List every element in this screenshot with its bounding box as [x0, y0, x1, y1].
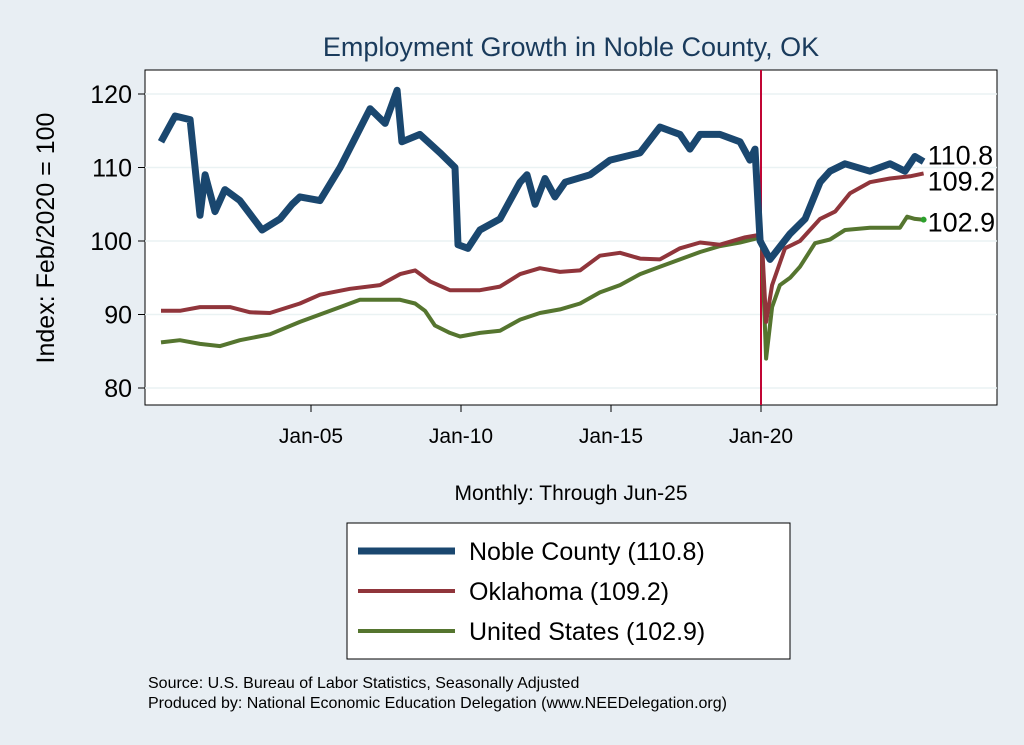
- y-tick-label: 110: [92, 155, 132, 183]
- series-line-2: [160, 214, 924, 361]
- y-tick-label: 100: [90, 228, 132, 256]
- chart-title: Employment Growth in Noble County, OK: [323, 32, 819, 62]
- y-axis-label: Index: Feb/2020 = 100: [32, 113, 60, 364]
- series-line-1: [161, 171, 925, 324]
- legend: [346, 522, 791, 660]
- legend-label: Oklahoma (109.2): [469, 578, 669, 606]
- y-tick-label: 120: [90, 81, 132, 109]
- y-tick-label: 90: [104, 302, 132, 330]
- series-end-label: 109.2: [928, 166, 996, 196]
- x-axis-label: Monthly: Through Jun-25: [454, 482, 687, 505]
- series-end-label: 110.8: [928, 141, 994, 171]
- source-note: Source: U.S. Bureau of Labor Statistics,…: [148, 675, 579, 692]
- plot-area: [144, 69, 998, 406]
- x-tick-label: Jan-15: [579, 425, 643, 448]
- series-end-label: 102.9: [928, 208, 996, 238]
- legend-label: Noble County (110.8): [469, 538, 705, 566]
- x-tick-label: Jan-05: [279, 425, 343, 448]
- series-end-marker: [920, 216, 927, 223]
- legend-label: United States (102.9): [469, 618, 705, 646]
- series-line-0: [157, 86, 926, 263]
- x-tick-label: Jan-10: [429, 425, 493, 448]
- y-tick-label: 80: [104, 375, 132, 403]
- x-tick-label: Jan-20: [729, 425, 793, 448]
- producer-note: Produced by: National Economic Education…: [148, 695, 727, 712]
